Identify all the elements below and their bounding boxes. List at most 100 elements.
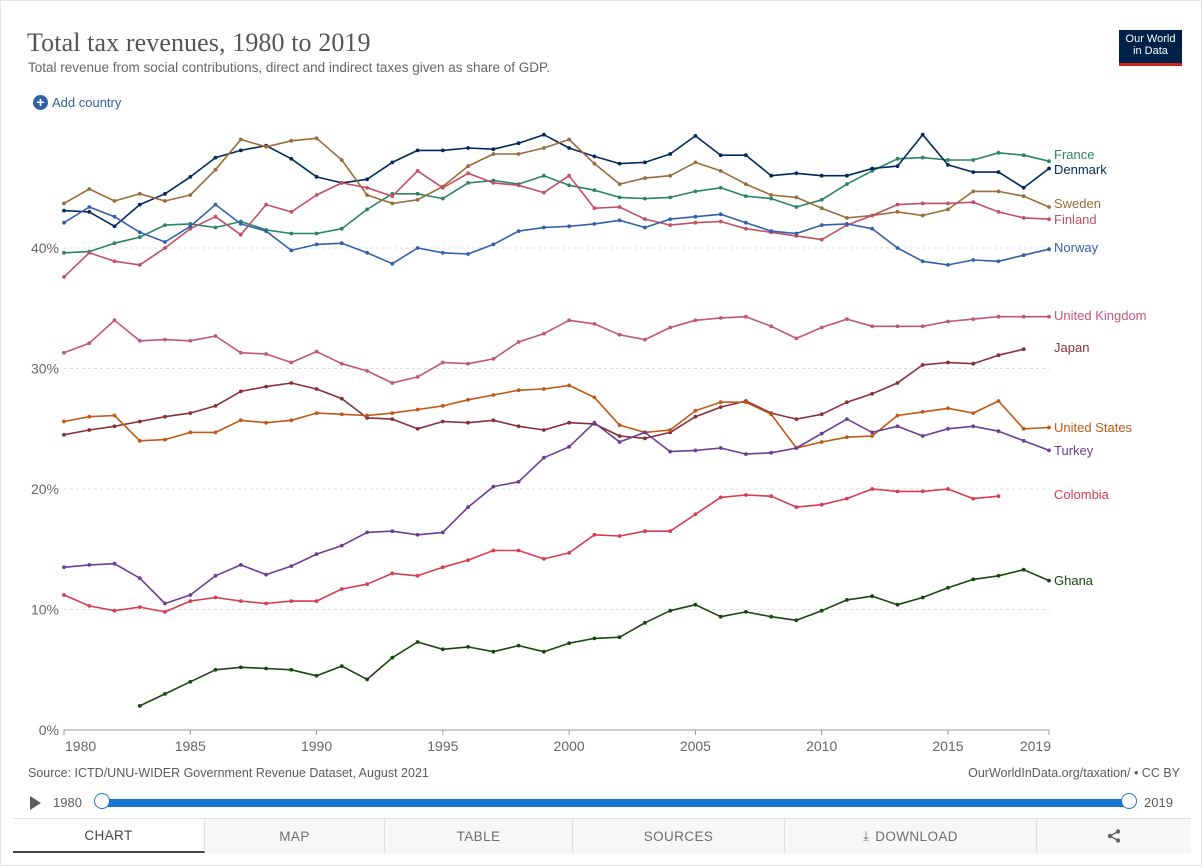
- data-point-finland: [289, 210, 294, 214]
- data-point-united-states: [87, 414, 92, 419]
- data-point-finland: [693, 220, 698, 225]
- data-point-norway: [163, 240, 167, 244]
- data-point-japan: [415, 426, 420, 431]
- data-point-united-states: [62, 419, 66, 424]
- data-point-colombia: [567, 551, 571, 555]
- data-point-finland: [819, 237, 824, 242]
- timeline-end-handle[interactable]: [1121, 793, 1137, 809]
- data-point-norway: [643, 225, 647, 230]
- data-point-sweden: [996, 189, 1001, 194]
- data-point-japan: [466, 420, 470, 425]
- data-point-ghana: [668, 608, 673, 613]
- tab-download[interactable]: ⤓ DOWNLOAD: [785, 819, 1037, 853]
- data-point-turkey: [592, 420, 597, 425]
- tab-share[interactable]: [1037, 819, 1191, 853]
- timeline-end-label: 2019: [1144, 795, 1173, 810]
- data-point-united-kingdom: [819, 325, 824, 330]
- data-point-denmark: [971, 170, 976, 175]
- data-point-sweden: [643, 176, 647, 181]
- source-note[interactable]: Source: ICTD/UNU-WIDER Government Revenu…: [28, 766, 429, 780]
- tab-table[interactable]: TABLE: [385, 819, 573, 853]
- data-point-ghana: [567, 641, 571, 646]
- data-point-japan: [920, 363, 925, 367]
- tab-table-label: TABLE: [456, 828, 501, 844]
- data-point-sweden: [567, 137, 571, 142]
- data-point-norway: [542, 225, 546, 230]
- data-point-france: [718, 185, 723, 190]
- data-point-united-kingdom: [617, 332, 622, 337]
- data-point-turkey: [163, 601, 167, 606]
- data-point-norway: [819, 223, 824, 228]
- data-point-turkey: [365, 530, 369, 535]
- data-point-turkey: [744, 452, 748, 456]
- data-point-sweden: [1047, 205, 1051, 209]
- data-point-ghana: [163, 692, 167, 696]
- owid-logo[interactable]: Our World in Data: [1119, 30, 1182, 66]
- data-point-denmark: [718, 153, 723, 158]
- data-point-sweden: [794, 195, 799, 200]
- tab-map[interactable]: MAP: [205, 819, 385, 853]
- tab-map-label: MAP: [279, 828, 310, 844]
- timeline-start-handle[interactable]: [94, 793, 110, 809]
- data-point-sweden: [390, 201, 395, 206]
- data-point-turkey: [845, 417, 849, 421]
- data-point-united-kingdom: [845, 317, 849, 321]
- data-point-denmark: [643, 160, 647, 165]
- data-point-colombia: [920, 489, 925, 494]
- data-point-ghana: [440, 647, 445, 652]
- data-point-sweden: [264, 144, 268, 149]
- y-tick-label: 0%: [39, 722, 59, 738]
- series-line-turkey: [63, 418, 1050, 605]
- data-point-sweden: [365, 193, 369, 197]
- data-point-finland: [946, 201, 950, 206]
- data-point-colombia: [971, 496, 976, 501]
- data-point-denmark: [62, 208, 66, 213]
- data-point-turkey: [643, 430, 647, 435]
- license-link[interactable]: OurWorldInData.org/taxation/ • CC BY: [968, 766, 1180, 780]
- data-point-united-kingdom: [567, 318, 571, 323]
- data-point-colombia: [62, 593, 66, 597]
- data-point-colombia: [466, 558, 470, 562]
- data-point-ghana: [819, 608, 824, 613]
- data-point-turkey: [516, 479, 521, 484]
- series-label-norway: Norway: [1054, 240, 1099, 255]
- series-label-ghana: Ghana: [1054, 573, 1094, 588]
- data-point-sweden: [516, 152, 521, 156]
- data-point-norway: [62, 220, 66, 225]
- x-tick-label: 2019: [1020, 738, 1051, 754]
- timeline-track[interactable]: [101, 799, 1128, 807]
- data-point-ghana: [289, 667, 294, 672]
- tab-chart-label: CHART: [84, 827, 133, 843]
- data-point-united-states: [971, 411, 976, 415]
- data-point-finland: [365, 185, 369, 190]
- data-point-colombia: [895, 489, 900, 494]
- data-point-turkey: [137, 576, 142, 581]
- add-country-button[interactable]: + Add country: [33, 95, 121, 110]
- data-point-turkey: [491, 484, 496, 489]
- tab-chart[interactable]: CHART: [13, 819, 205, 853]
- data-point-denmark: [845, 173, 849, 178]
- data-point-japan: [163, 414, 167, 419]
- chart-title: Total tax revenues, 1980 to 2019: [27, 28, 371, 57]
- data-point-denmark: [188, 175, 193, 179]
- data-point-sweden: [491, 152, 496, 156]
- data-point-france: [693, 189, 698, 194]
- data-point-denmark: [794, 171, 799, 176]
- data-point-sweden: [62, 201, 66, 206]
- data-point-united-states: [668, 428, 673, 432]
- data-point-turkey: [264, 572, 268, 577]
- data-point-united-kingdom: [339, 361, 344, 366]
- data-point-united-kingdom: [1021, 314, 1026, 319]
- data-point-denmark: [163, 191, 167, 196]
- tab-sources[interactable]: SOURCES: [573, 819, 785, 853]
- data-point-norway: [1021, 253, 1026, 258]
- data-point-france: [643, 196, 647, 201]
- play-icon[interactable]: [30, 796, 41, 810]
- data-point-turkey: [62, 565, 66, 570]
- data-point-ghana: [314, 673, 319, 678]
- data-point-colombia: [390, 571, 395, 576]
- data-point-ghana: [542, 649, 546, 654]
- timeline-range-fill: [101, 799, 1128, 807]
- data-point-colombia: [744, 493, 748, 497]
- data-point-norway: [390, 261, 395, 266]
